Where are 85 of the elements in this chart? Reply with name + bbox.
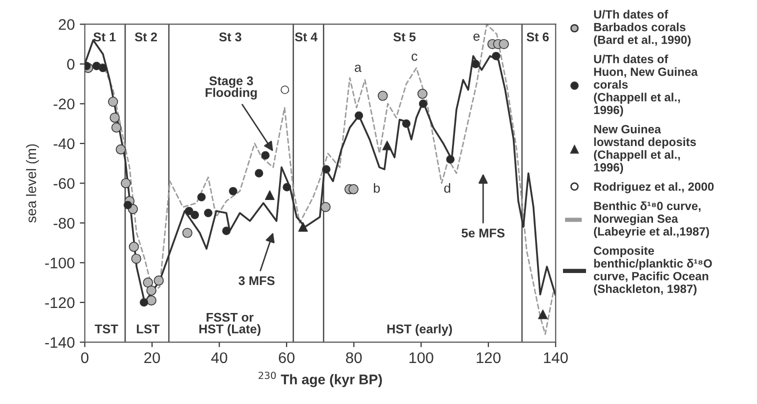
point [222, 226, 231, 236]
point [378, 90, 388, 101]
point [204, 208, 212, 218]
point [402, 119, 411, 128]
point [354, 111, 364, 120]
point [120, 178, 131, 188]
annotation: LST [136, 324, 160, 334]
point [264, 190, 275, 200]
point [228, 186, 238, 196]
y-tick-label: -60 [54, 178, 74, 189]
point [261, 151, 270, 160]
point [108, 96, 118, 107]
point [124, 200, 132, 210]
point [184, 206, 194, 216]
point [146, 285, 156, 296]
point [280, 86, 290, 94]
point [254, 169, 264, 178]
annotation: St 1 [93, 32, 116, 42]
point [320, 202, 331, 212]
legend-label: Rodriguez et al., 2000 [594, 182, 714, 194]
y-tick-label: -40 [54, 138, 74, 150]
x-tick-label: 80 [346, 352, 362, 364]
annotation: St 5 [393, 32, 416, 42]
annotation: c [412, 54, 418, 61]
annotation: 5e MFS [462, 228, 505, 238]
y-tick-label: 20 [58, 19, 74, 30]
point [471, 60, 480, 68]
point [417, 88, 428, 99]
annotation: St 6 [526, 32, 549, 42]
point [140, 298, 148, 307]
y-tick-label: -100 [45, 258, 74, 268]
point [116, 144, 126, 154]
point [128, 242, 139, 252]
x-axis-title: $^{230}$ Th age (kyr BP) [258, 372, 382, 388]
point [282, 182, 292, 192]
y-tick-label: -120 [45, 297, 74, 308]
point [538, 310, 548, 320]
annotation: TST [94, 324, 118, 334]
point [418, 100, 428, 108]
point [146, 295, 156, 306]
annotation: 3 MFS [238, 276, 275, 286]
x-tick-label: 20 [144, 352, 160, 364]
annotation: Stage 3 Flooding [206, 76, 257, 100]
y-tick-label: -80 [54, 218, 74, 229]
point [446, 155, 455, 164]
point [498, 39, 509, 50]
point [98, 64, 108, 72]
point [190, 210, 199, 220]
annotation: St 3 [219, 32, 242, 42]
y-axis-title: sea level (m) [26, 144, 39, 223]
legend-label: New Guinea lowstand deposits (Chappell et al., 1996) [594, 124, 696, 174]
annotation: St 2 [134, 32, 157, 42]
annotation: St 4 [294, 32, 318, 42]
x-tick-label: 140 [544, 352, 568, 364]
y-tick-label: 0 [67, 58, 74, 70]
point [348, 184, 359, 194]
point [322, 165, 330, 174]
y-tick-label: -20 [54, 98, 74, 110]
point [182, 228, 192, 238]
annotation: e [473, 34, 480, 41]
x-tick-label: 0 [81, 352, 88, 364]
annotation: a [354, 64, 362, 72]
y-tick-label: -140 [45, 337, 74, 348]
point [142, 278, 154, 288]
point [131, 254, 142, 264]
point [154, 276, 164, 286]
legend-label: U/Th dates of Huon, New Guinea corals (Chappell et al., 1996) [594, 54, 698, 116]
x-tick-label: 40 [211, 352, 228, 364]
point [298, 222, 308, 232]
annotation: d [444, 183, 450, 193]
x-tick-label: 120 [476, 352, 501, 364]
legend-label: U/Th dates of Barbados corals (Bard et al., 1990) [594, 10, 691, 46]
x-tick-label: 60 [278, 352, 294, 364]
legend-label: Benthic δ¹⁸0 curve, Norwegian Sea (Labeyrie et al.,1987) [594, 201, 709, 238]
point [110, 112, 120, 123]
point [382, 140, 392, 150]
point [111, 122, 122, 133]
annotation: b [374, 183, 380, 193]
point [92, 62, 101, 70]
annotation: HST (early) [387, 324, 452, 336]
point [197, 192, 206, 202]
x-tick-label: 100 [410, 352, 434, 364]
annotation: FSST or HST (Late) [199, 312, 260, 336]
legend-label: Composite benthic/planktic δ¹⁸O curve, Pacific Ocean (Shackleton, 1987) [594, 246, 712, 296]
point [492, 52, 500, 60]
